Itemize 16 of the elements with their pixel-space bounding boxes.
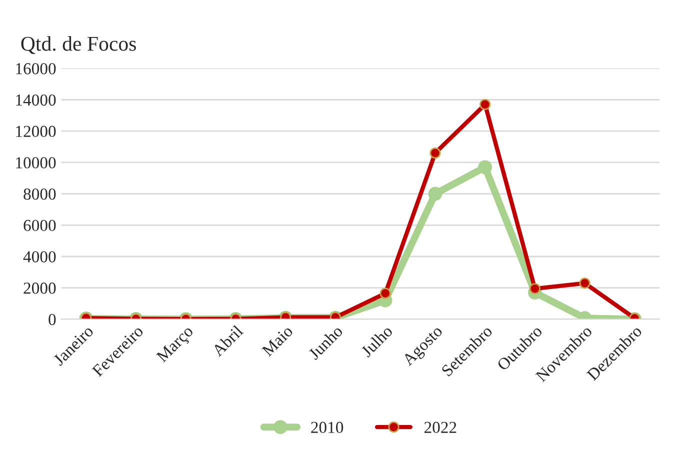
y-tick-label: 16000 xyxy=(16,63,56,74)
point xyxy=(478,160,492,174)
y-tick-label: 14000 xyxy=(16,94,56,106)
y-tick-label: 10000 xyxy=(16,157,56,168)
legend-label: 2022 xyxy=(424,422,456,434)
y-tick-label: 4000 xyxy=(23,251,56,262)
point xyxy=(428,186,442,201)
y-tick-label: 0 xyxy=(48,314,56,326)
y-tick-label: 6000 xyxy=(24,220,56,232)
y-tick-label: 8000 xyxy=(24,188,56,200)
point xyxy=(480,98,491,110)
y-tick-label: 2000 xyxy=(24,282,56,294)
point xyxy=(430,147,441,159)
y-tick-label: 12000 xyxy=(16,126,56,138)
y-axis-title: Qtd. de Focos xyxy=(21,36,136,54)
legend-label: 2010 xyxy=(311,422,344,434)
